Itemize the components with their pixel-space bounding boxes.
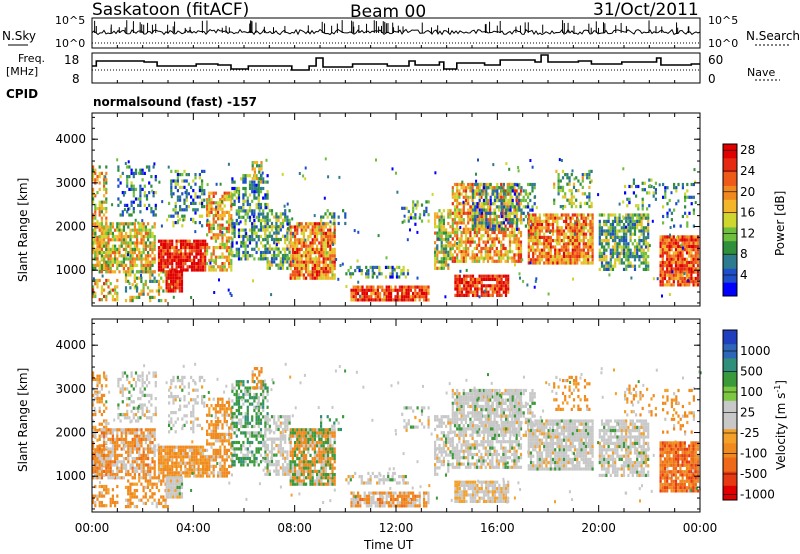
nave-tick-low: 0 [708,72,716,86]
velocity-colorbar-tick: -1000 [740,488,775,502]
cpid-label: CPID [6,87,39,101]
power-colorbar-tick: 16 [740,206,755,220]
nsky-tick-high: 10^5 [55,14,86,27]
freq-tick-low: 8 [72,72,80,86]
freq-tick-high: 18 [64,53,80,67]
power-colorbar-tick: 4 [740,268,748,282]
freq-frame [91,52,701,84]
power-colorbar-segment [723,171,737,186]
power-colorbar-segment [723,157,737,173]
velocity-ytick-label: 2000 [55,426,86,440]
velocity-colorbar-tick: 500 [740,365,763,379]
power-panel-data [92,157,700,303]
power-colorbar-segment [723,185,737,200]
x-tick-label: 00:00 [683,521,718,535]
x-tick-label: 00:00 [75,521,110,535]
velocity-colorbar-label: Velocity [m s-1] [773,380,788,470]
velocity-ytick-label: 4000 [55,338,86,352]
velocity-colorbar-segment [723,457,737,473]
velocity-colorbar-segment [723,358,737,373]
power-colorbar-segment [723,240,737,255]
velocity-colorbar-segment [723,330,737,345]
power-colorbar-tick: 20 [740,185,755,199]
velocity-colorbar-tick: -500 [740,467,767,481]
freq-label: Freq. [18,52,46,65]
x-tick-label: 16:00 [480,521,515,535]
x-tick-label: 04:00 [176,521,211,535]
power-colorbar-segment [723,144,737,159]
power-ytick-label: 1000 [55,263,86,277]
power-colorbar-tick: 24 [740,164,755,178]
velocity-colorbar-segment [723,443,737,458]
power-colorbar-tick: 8 [740,247,748,261]
velocity-colorbar-segment [723,471,737,487]
power-colorbar-segment [723,226,737,242]
power-colorbar-segment [723,268,737,283]
nsearch-tick-low: 10^0 [708,37,739,50]
nsky-tick-low: 10^0 [55,37,86,50]
date-title: 31/Oct/2011 [593,0,699,20]
station-title: Saskatoon (fitACF) [92,0,250,20]
velocity-ytick-label: 3000 [55,382,86,396]
x-axis-title: Time UT [364,538,414,552]
power-colorbar-segment [723,254,737,269]
velocity-ylabel: Slant Range [km] [16,367,30,472]
velocity-colorbar-segment [723,344,737,359]
power-colorbar-segment [723,213,737,228]
power-colorbar-segment [723,282,737,297]
nsky-trace [91,28,701,36]
velocity-ytick-label: 1000 [55,469,86,483]
velocity-colorbar-segment [723,485,737,501]
power-colorbar-tick: 12 [740,226,755,240]
velocity-colorbar-segment [723,386,737,402]
velocity-colorbar-segment [723,415,737,430]
velocity-colorbar-segment [723,372,737,388]
freq-unit-label: [MHz] [6,65,39,78]
nave-tick-high: 60 [708,53,724,67]
beam-title: Beam 00 [350,2,427,22]
nsearch-label: N.Search [746,29,800,43]
velocity-colorbar-frame [722,329,738,501]
power-colorbar-label: Power [dB] [773,190,787,256]
x-tick-label: 12:00 [379,521,414,535]
power-ylabel: Slant Range [km] [16,177,30,282]
nsearch-tick-high: 10^5 [708,14,739,27]
power-ytick-label: 3000 [55,176,86,190]
x-tick-label: 08:00 [277,521,312,535]
power-colorbar-tick: 28 [740,143,755,157]
power-ytick-label: 2000 [55,220,86,234]
velocity-colorbar-tick: 100 [740,385,763,399]
velocity-colorbar-segment [723,400,737,416]
nave-label: Nave [747,66,776,79]
power-colorbar-segment [723,199,737,214]
velocity-colorbar-tick: 25 [740,406,755,420]
velocity-colorbar-tick: -25 [740,426,760,440]
power-ytick-label: 4000 [55,132,86,146]
velocity-colorbar-segment [723,429,737,444]
velocity-colorbar-tick: -100 [740,447,767,461]
velocity-colorbar-tick: 1000 [740,344,771,358]
velocity-panel-data [92,362,702,509]
freq-trace [92,54,700,71]
x-tick-label: 20:00 [581,521,616,535]
nsky-label: N.Sky [2,29,37,43]
power-colorbar-frame [722,143,738,297]
cpid-value: normalsound (fast) -157 [93,95,258,109]
